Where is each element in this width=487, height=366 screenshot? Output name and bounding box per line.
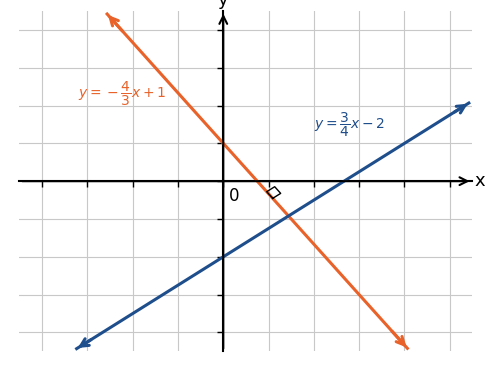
Text: x: x — [475, 172, 485, 190]
Text: 0: 0 — [229, 187, 239, 205]
Text: $y = \dfrac{3}{4}x - 2$: $y = \dfrac{3}{4}x - 2$ — [314, 110, 385, 139]
Text: $y = -\dfrac{4}{3}x + 1$: $y = -\dfrac{4}{3}x + 1$ — [78, 80, 167, 108]
Text: y: y — [218, 0, 228, 9]
